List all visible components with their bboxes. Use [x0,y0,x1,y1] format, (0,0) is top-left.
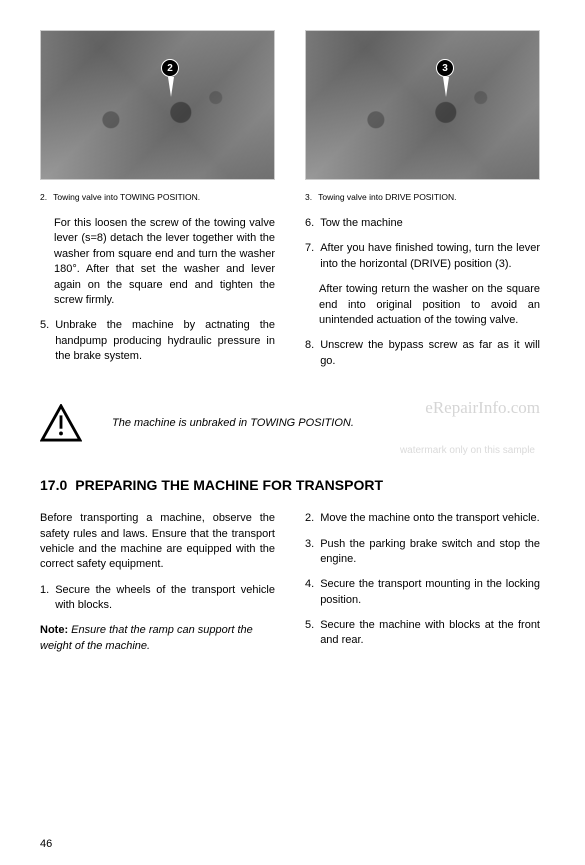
step-8-num: 8. [305,338,314,369]
t-step-4-num: 4. [305,577,314,608]
section-heading: 17.0 PREPARING THE MACHINE FOR TRANSPORT [40,477,545,493]
step-5-text: Unbrake the machine by actnating the han… [55,318,275,364]
left-column: For this loosen the screw of the towing … [40,216,275,379]
step-6-num: 6. [305,216,314,231]
para-loosen-screw: For this loosen the screw of the towing … [40,216,275,308]
t-step-3-num: 3. [305,537,314,568]
step-7-num: 7. [305,241,314,272]
transport-right-col: 2. Move the machine onto the transport v… [305,511,540,664]
step-8-text: Unscrew the bypass screw as far as it wi… [320,338,540,369]
figure-towing-position: 2 [40,30,275,180]
caption-left-text: Towing valve into TOWING POSITION. [53,192,200,202]
t-step-4-text: Secure the transport mounting in the loc… [320,577,540,608]
figure-drive-position: 3 [305,30,540,180]
note-text: Ensure that the ramp can support the wei… [40,624,253,651]
caption-right: 3. Towing valve into DRIVE POSITION. [305,192,540,202]
t-step-1-text: Secure the wheels of the transport vehic… [55,583,275,614]
caption-left-num: 2. [40,192,47,202]
step-6-text: Tow the machine [320,216,403,231]
t-step-1-num: 1. [40,583,49,614]
caption-right-text: Towing valve into DRIVE POSITION. [318,192,456,202]
t-step-3-text: Push the parking brake switch and stop t… [320,537,540,568]
caption-right-num: 3. [305,192,312,202]
section-num: 17.0 [40,477,67,493]
transport-note: Note: Ensure that the ramp can support t… [40,623,275,654]
step-5-num: 5. [40,318,49,364]
right-column: 6. Tow the machine 7. After you have fin… [305,216,540,379]
page-number: 46 [40,838,52,850]
warning-text: The machine is unbraked in TOWING POSITI… [112,417,354,429]
caption-left: 2. Towing valve into TOWING POSITION. [40,192,275,202]
callout-2: 2 [161,59,179,77]
t-step-5-num: 5. [305,618,314,649]
t-step-2-text: Move the machine onto the transport vehi… [320,511,540,526]
watermark-note: watermark only on this sample [400,445,535,456]
callout-3: 3 [436,59,454,77]
transport-left-col: Before transporting a machine, observe t… [40,511,275,664]
t-step-2-num: 2. [305,511,314,526]
transport-intro: Before transporting a machine, observe t… [40,511,275,573]
step-7-text: After you have finished towing, turn the… [320,241,540,272]
section-title-text: PREPARING THE MACHINE FOR TRANSPORT [75,477,383,493]
t-step-5-text: Secure the machine with blocks at the fr… [320,618,540,649]
note-label: Note: [40,624,68,636]
step-7-extra: After towing return the washer on the sq… [305,282,540,328]
warning-block: The machine is unbraked in TOWING POSITI… [40,404,545,442]
warning-icon [40,404,82,442]
